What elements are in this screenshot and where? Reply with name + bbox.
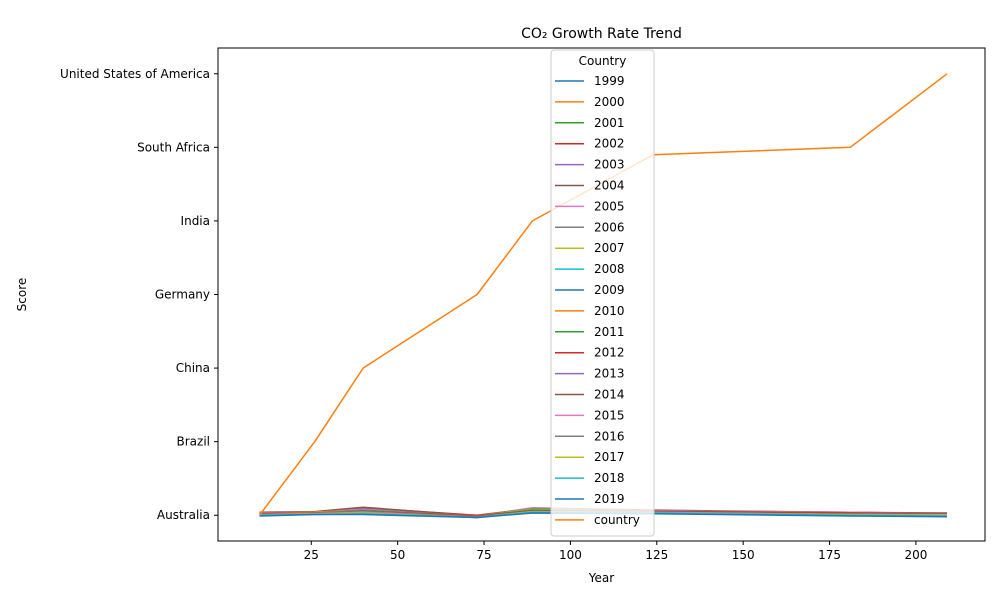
x-tick-label: 50 [390,548,405,562]
x-tick-label: 25 [304,548,319,562]
x-tick-label: 150 [732,548,755,562]
legend-box [550,49,655,537]
legend-label: 2003 [594,158,625,172]
y-tick-label: Australia [157,508,210,522]
legend-label: 2017 [594,450,625,464]
legend-label: country [594,513,640,527]
chart-title: CO₂ Growth Rate Trend [521,26,682,42]
series-line-country [258,73,948,516]
legend-label: 2008 [594,262,625,276]
legend-label: 2006 [594,220,625,234]
series-layer [258,73,948,519]
legend-label: 1999 [594,74,625,88]
legend-label: 2016 [594,429,625,443]
x-tick-label: 75 [476,548,491,562]
legend-label: 2004 [594,179,625,193]
legend-label: 2005 [594,199,625,213]
y-tick-label: China [176,361,210,375]
legend-label: 2010 [594,304,625,318]
x-tick-label: 100 [559,548,582,562]
x-tick-label: 175 [818,548,841,562]
legend-label: 2011 [594,325,625,339]
y-axis-label: Score [15,278,29,312]
x-axis: 25 50 75 100 125 150 175 200 [304,541,927,562]
legend: Country 1999 2000 2001 2002 2003 2004 2005 2006… [550,49,655,537]
legend-label: 2015 [594,408,625,422]
legend-label: 2002 [594,137,625,151]
y-tick-label: Germany [155,288,210,302]
series-line-2019 [259,512,948,519]
legend-label: 2007 [594,241,625,255]
legend-label: 2018 [594,471,625,485]
legend-label: 2009 [594,283,625,297]
legend-label: 2001 [594,116,625,130]
x-tick-label: 200 [904,548,927,562]
legend-label: 2000 [594,95,625,109]
legend-title: Country [579,54,627,68]
x-axis-label: Year [588,571,614,585]
y-tick-label: India [181,214,210,228]
legend-label: 2014 [594,388,625,402]
legend-label: 2019 [594,492,625,506]
y-axis: Australia Brazil China Germany India South Af… [60,67,218,522]
x-tick-label: 125 [645,548,668,562]
legend-label: 2012 [594,346,625,360]
legend-label: 2013 [594,367,625,381]
y-tick-label: United States of America [60,67,210,81]
y-tick-label: Brazil [177,435,211,449]
y-tick-label: South Africa [137,140,210,154]
